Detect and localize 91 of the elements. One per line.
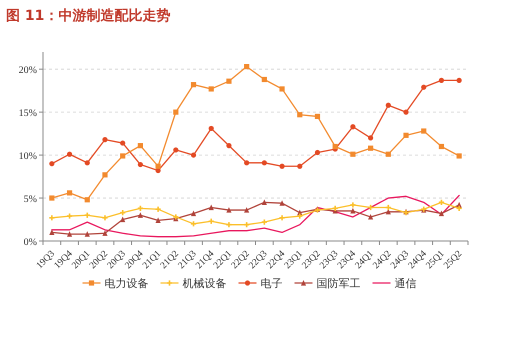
y-tick-label: 10% bbox=[18, 151, 37, 162]
point bbox=[84, 197, 90, 202]
point bbox=[49, 161, 54, 166]
point bbox=[226, 221, 232, 228]
point bbox=[226, 143, 232, 148]
legend-label: 电子 bbox=[260, 277, 282, 290]
point bbox=[173, 110, 178, 115]
point bbox=[350, 152, 356, 157]
point bbox=[297, 164, 302, 169]
point bbox=[190, 82, 196, 88]
legend-label: 通信 bbox=[394, 277, 416, 290]
point bbox=[49, 229, 54, 236]
y-tick-label: 5% bbox=[24, 194, 37, 206]
point bbox=[136, 204, 144, 212]
point bbox=[138, 162, 143, 168]
y-tick-label: 20% bbox=[18, 65, 37, 76]
point bbox=[119, 209, 126, 216]
legend-label: 电力设备 bbox=[104, 277, 148, 290]
legend-label: 机械设备 bbox=[182, 277, 226, 290]
legend-label: 国防军工 bbox=[316, 277, 360, 290]
point bbox=[368, 214, 374, 220]
point bbox=[279, 164, 285, 169]
point bbox=[279, 200, 285, 206]
point bbox=[368, 146, 374, 151]
point bbox=[84, 160, 90, 166]
point bbox=[84, 231, 90, 237]
point bbox=[421, 84, 426, 90]
point bbox=[260, 218, 268, 226]
point bbox=[208, 218, 215, 225]
point bbox=[190, 220, 197, 228]
point bbox=[173, 147, 178, 153]
point bbox=[66, 152, 72, 157]
point bbox=[384, 204, 392, 211]
point bbox=[314, 114, 320, 120]
point bbox=[102, 172, 108, 178]
point bbox=[244, 207, 250, 213]
point bbox=[84, 212, 91, 219]
point bbox=[349, 202, 356, 208]
point bbox=[208, 204, 214, 210]
point bbox=[403, 110, 409, 115]
point bbox=[350, 208, 356, 214]
point bbox=[332, 204, 339, 212]
point bbox=[190, 152, 196, 158]
point bbox=[438, 78, 444, 83]
point bbox=[120, 153, 126, 159]
point bbox=[154, 206, 162, 213]
y-tick-label: 15% bbox=[18, 108, 37, 120]
point bbox=[438, 210, 444, 216]
point bbox=[226, 78, 232, 84]
point bbox=[190, 210, 196, 216]
point bbox=[262, 199, 267, 205]
point bbox=[156, 164, 161, 169]
point bbox=[438, 198, 445, 206]
point bbox=[66, 190, 72, 196]
y-tick-label: 0% bbox=[24, 237, 37, 248]
point bbox=[368, 135, 374, 141]
point bbox=[49, 195, 54, 201]
point bbox=[138, 143, 143, 148]
point bbox=[208, 126, 214, 132]
point bbox=[244, 160, 250, 166]
point bbox=[244, 64, 250, 70]
point bbox=[262, 76, 267, 82]
point bbox=[456, 153, 462, 159]
point bbox=[438, 144, 444, 150]
point bbox=[296, 212, 304, 220]
point bbox=[102, 137, 108, 142]
point bbox=[297, 112, 302, 118]
chart-title: 图 11：中游制造配比走势 bbox=[6, 8, 170, 24]
point bbox=[367, 204, 374, 211]
point bbox=[262, 160, 267, 166]
point bbox=[350, 124, 356, 130]
point bbox=[279, 86, 285, 92]
point bbox=[138, 212, 143, 218]
point bbox=[102, 230, 108, 236]
point bbox=[120, 140, 126, 146]
point bbox=[278, 214, 286, 222]
point bbox=[243, 221, 250, 228]
point bbox=[208, 86, 214, 92]
point bbox=[102, 214, 108, 222]
point bbox=[386, 102, 391, 108]
point bbox=[120, 216, 126, 222]
point bbox=[66, 212, 73, 220]
point bbox=[66, 231, 72, 237]
point bbox=[332, 144, 338, 150]
point bbox=[403, 132, 409, 138]
point bbox=[226, 207, 232, 213]
point bbox=[386, 152, 391, 157]
point bbox=[421, 128, 426, 134]
point bbox=[456, 78, 462, 83]
point bbox=[314, 150, 320, 156]
point bbox=[156, 217, 161, 223]
